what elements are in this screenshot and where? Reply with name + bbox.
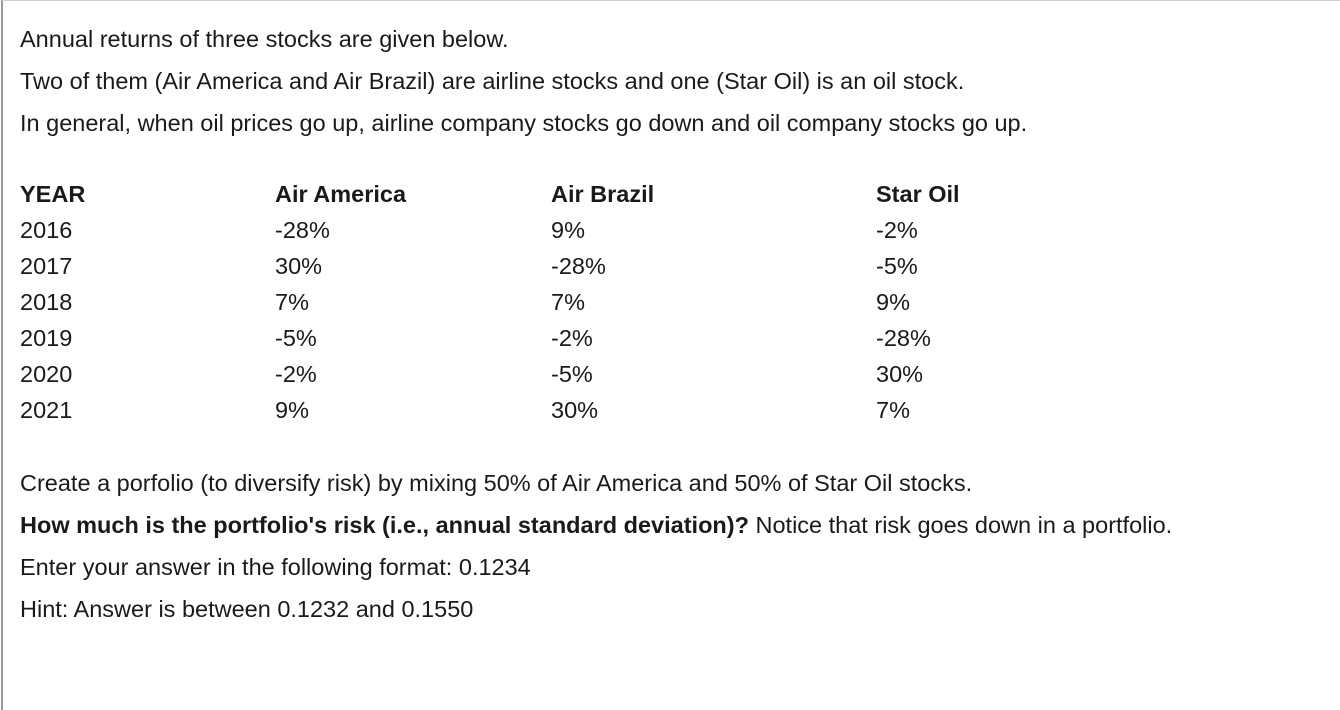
- table-cell: -28%: [551, 252, 606, 279]
- table-cell: -5%: [275, 324, 317, 351]
- column-header: YEAR: [20, 180, 86, 207]
- table-cell: -5%: [876, 252, 918, 279]
- question-line: How much is the portfolio's risk (i.e., …: [20, 504, 1320, 546]
- intro-line: In general, when oil prices go up, airli…: [20, 110, 1028, 136]
- table-cell: -28%: [876, 324, 931, 351]
- table-cell: 2016: [20, 216, 73, 243]
- table-cell: 30%: [551, 396, 599, 423]
- table-cell: 9%: [876, 288, 910, 315]
- hint-line: Hint: Answer is between 0.1232 and 0.155…: [20, 596, 474, 622]
- table-cell: -2%: [275, 360, 317, 387]
- table-row: 2017 30% -28% -5%: [20, 248, 1076, 284]
- intro-line: Annual returns of three stocks are given…: [20, 26, 509, 52]
- table-cell: 2017: [20, 252, 73, 279]
- table-cell: 9%: [551, 216, 585, 243]
- table-cell: 30%: [275, 252, 323, 279]
- table-row: 2019 -5% -2% -28%: [20, 320, 1076, 356]
- format-line: Enter your answer in the following forma…: [20, 554, 531, 580]
- table-cell: 2020: [20, 360, 73, 387]
- header-row: YEAR Air America Air Brazil Star Oil: [20, 176, 1076, 212]
- table-cell: -2%: [876, 216, 918, 243]
- table-body: 2016 -28% 9% -2% 2017 30% -28% -5% 2018 7% 7% 9% 201…: [20, 212, 1076, 428]
- table-cell: 2021: [20, 396, 73, 423]
- column-header: Air America: [275, 180, 407, 207]
- table-row: 2021 9% 30% 7%: [20, 392, 1076, 428]
- table-cell: 7%: [275, 288, 309, 315]
- table-cell: 30%: [876, 360, 924, 387]
- table-cell: -2%: [551, 324, 593, 351]
- table-cell: -28%: [275, 216, 330, 243]
- table-cell: 7%: [551, 288, 585, 315]
- returns-table: YEAR Air America Air Brazil Star Oil 2016 -2…: [20, 176, 1076, 428]
- table-cell: 2019: [20, 324, 73, 351]
- question-note: Notice that risk goes down in a portfoli…: [755, 512, 1173, 538]
- table-cell: -5%: [551, 360, 593, 387]
- table-cell: 9%: [275, 396, 309, 423]
- intro-line: Two of them (Air America and Air Brazil)…: [20, 68, 965, 94]
- table-row: 2018 7% 7% 9%: [20, 284, 1076, 320]
- task-line: Create a porfolio (to diversify risk) by…: [20, 470, 973, 496]
- column-header: Star Oil: [876, 180, 960, 207]
- table-row: 2020 -2% -5% 30%: [20, 356, 1076, 392]
- question-bold: How much is the portfolio's risk (i.e., …: [20, 512, 749, 538]
- table-cell: 2018: [20, 288, 73, 315]
- column-header: Air Brazil: [551, 180, 655, 207]
- table-row: 2016 -28% 9% -2%: [20, 212, 1076, 248]
- table-cell: 7%: [876, 396, 910, 423]
